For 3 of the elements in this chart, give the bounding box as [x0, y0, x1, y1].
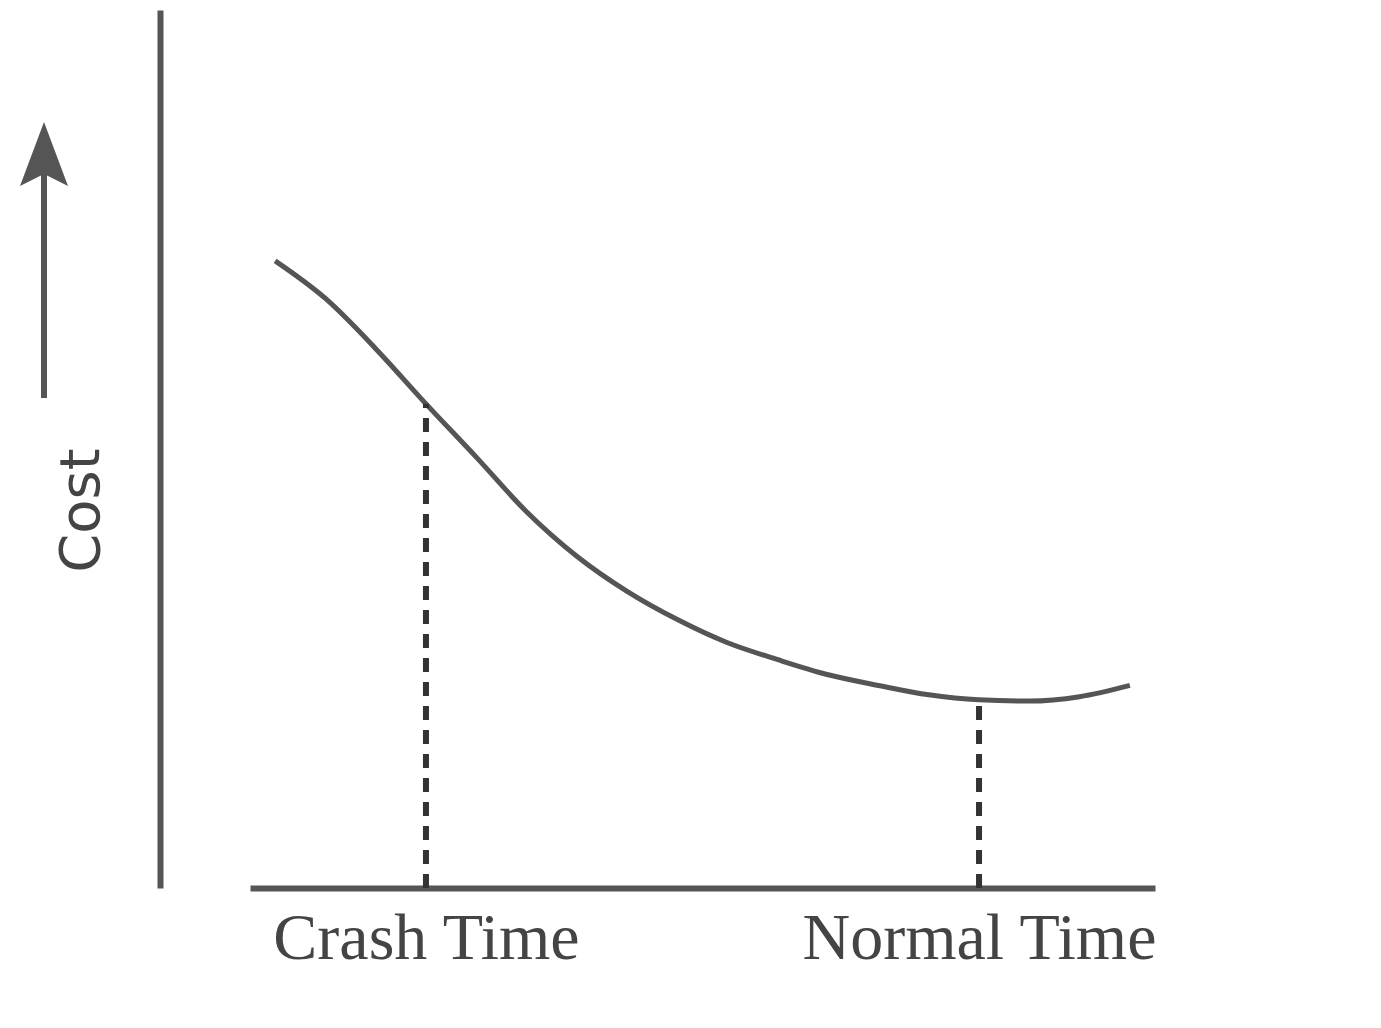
x-tick-label: Normal Time [802, 899, 1157, 973]
x-tick-label: Crash Time [273, 899, 580, 973]
y-axis-title: Cost [46, 448, 112, 573]
